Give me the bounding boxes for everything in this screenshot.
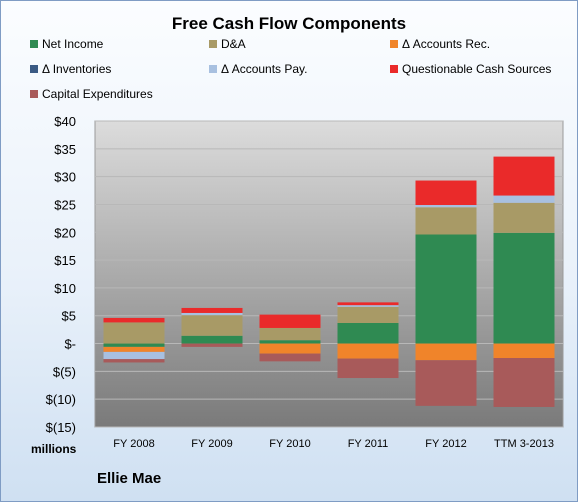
y-tick-label: $35 bbox=[54, 142, 76, 157]
bar-segment bbox=[337, 305, 399, 307]
bar-segment bbox=[103, 351, 165, 360]
x-tick-label: FY 2009 bbox=[191, 438, 232, 450]
units-label: millions bbox=[31, 442, 77, 456]
x-tick-label: TTM 3-2013 bbox=[494, 438, 554, 450]
legend-item: Δ Accounts Rec. bbox=[390, 37, 490, 51]
y-tick-label: $30 bbox=[54, 170, 76, 185]
bar-segment bbox=[103, 322, 165, 344]
bar-segment bbox=[259, 353, 321, 362]
bar-segment bbox=[415, 343, 477, 361]
x-tick-label: FY 2011 bbox=[348, 438, 389, 450]
y-tick-label: $15 bbox=[54, 253, 76, 268]
bar-segment bbox=[259, 343, 321, 354]
legend-label: Δ Accounts Pay. bbox=[221, 62, 308, 76]
y-tick-label: $(10) bbox=[46, 392, 76, 407]
bar-segment bbox=[259, 340, 321, 344]
bar-segment bbox=[103, 359, 165, 363]
legend-item: Δ Accounts Pay. bbox=[209, 62, 308, 76]
legend-label: Δ Inventories bbox=[42, 62, 112, 76]
bar-segment bbox=[337, 302, 399, 306]
bar-segment bbox=[337, 306, 399, 323]
bar-segment bbox=[259, 327, 321, 341]
legend-item: Δ Inventories bbox=[30, 62, 111, 76]
bar-segment bbox=[415, 180, 477, 206]
bar-segment bbox=[181, 307, 243, 313]
legend-item: Capital Expenditures bbox=[30, 87, 153, 101]
legend-item: Net Income bbox=[30, 37, 103, 51]
legend-label: Net Income bbox=[42, 37, 104, 51]
y-tick-label: $(15) bbox=[46, 420, 76, 435]
legend-swatch bbox=[390, 65, 398, 73]
legend-label: Questionable Cash Sources bbox=[402, 62, 552, 76]
bar-segment bbox=[337, 322, 399, 344]
bar-segment bbox=[493, 202, 555, 233]
bar-segment bbox=[103, 346, 165, 352]
legend-swatch bbox=[30, 90, 38, 98]
x-tick-label: FY 2008 bbox=[113, 438, 154, 450]
y-tick-label: $20 bbox=[54, 225, 76, 240]
legend-item: Questionable Cash Sources bbox=[390, 62, 551, 76]
bar-segment bbox=[103, 317, 165, 323]
bar-segment bbox=[259, 314, 321, 328]
legend-swatch bbox=[390, 40, 398, 48]
y-tick-label: $10 bbox=[54, 281, 76, 296]
bar-segment bbox=[181, 312, 243, 316]
bar-segment bbox=[493, 232, 555, 344]
legend-label: D&A bbox=[221, 37, 246, 51]
legend-item: D&A bbox=[209, 37, 246, 51]
bar-segment bbox=[415, 207, 477, 235]
legend-swatch bbox=[30, 40, 38, 48]
x-tick-label: FY 2012 bbox=[425, 438, 466, 450]
chart-title: Free Cash Flow Components bbox=[171, 14, 407, 33]
bar-segment bbox=[493, 358, 555, 407]
bar-segment bbox=[337, 358, 399, 379]
legend-label: Δ Accounts Rec. bbox=[402, 37, 491, 51]
y-tick-label: $- bbox=[64, 337, 76, 352]
bar-segment bbox=[493, 195, 555, 203]
bar-segment bbox=[415, 205, 477, 208]
legend-swatch bbox=[30, 65, 38, 73]
x-tick-label: FY 2010 bbox=[269, 438, 310, 450]
y-tick-label: $25 bbox=[54, 197, 76, 212]
y-tick-label: $(5) bbox=[53, 364, 76, 379]
bar-segment bbox=[103, 343, 165, 347]
bar-segment bbox=[337, 343, 399, 359]
legend-swatch bbox=[209, 65, 217, 73]
company-label: Ellie Mae bbox=[97, 470, 162, 487]
plot-background bbox=[94, 120, 564, 428]
bar-segment bbox=[181, 335, 243, 344]
bar-segment bbox=[181, 343, 243, 347]
y-tick-label: $40 bbox=[54, 114, 76, 129]
bar-segment bbox=[493, 343, 555, 359]
bar-segment bbox=[415, 360, 477, 406]
bar-segment bbox=[493, 156, 555, 196]
bar-segment bbox=[181, 315, 243, 336]
legend-label: Capital Expenditures bbox=[42, 87, 153, 101]
y-tick-label: $5 bbox=[62, 309, 76, 324]
legend-swatch bbox=[209, 40, 217, 48]
bar-segment bbox=[415, 234, 477, 344]
